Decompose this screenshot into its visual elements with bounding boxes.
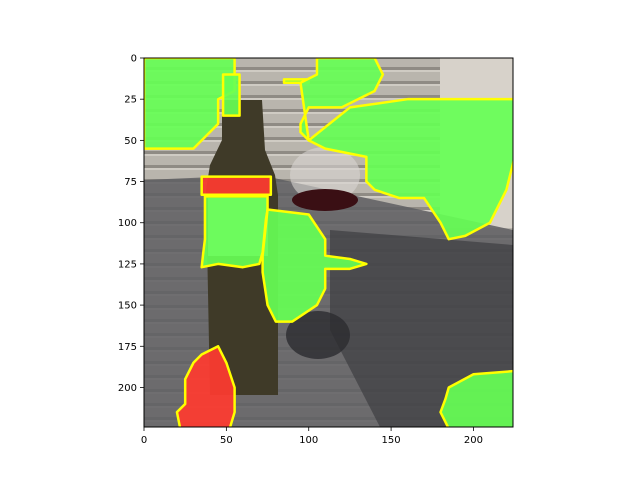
overlay-region-green-3: [299, 58, 385, 142]
glass-reflection: [286, 311, 350, 359]
y-tick-label: 125: [118, 259, 137, 270]
overlay-region-green-9: [439, 369, 513, 427]
x-tick-label: 200: [464, 435, 483, 446]
wine-glass-bowl: [290, 147, 360, 203]
overlay-region-red-5: [200, 175, 273, 196]
overlay-region-red-8: [175, 345, 236, 427]
y-axis: 0 25 50 75 100 125 150 175 200: [118, 54, 144, 394]
y-tick-label: 25: [124, 95, 137, 106]
y-tick-label: 0: [131, 54, 137, 65]
axes-frame: [143, 57, 514, 428]
wine-in-glass: [292, 189, 358, 211]
overlay-region-green-4: [307, 97, 513, 241]
overlay-region-green-1: [221, 73, 241, 117]
x-tick-label: 150: [382, 435, 401, 446]
y-tick-label: 200: [118, 383, 137, 394]
segmentation-overlay: [144, 58, 513, 427]
y-tick-label: 175: [118, 342, 137, 353]
overlay-region-green-6: [200, 195, 269, 269]
y-tick-label: 75: [124, 177, 137, 188]
x-tick-label: 0: [141, 435, 147, 446]
x-tick-label: 100: [299, 435, 318, 446]
overlay-region-green-7: [261, 208, 368, 323]
x-tick-label: 50: [220, 435, 233, 446]
y-tick-label: 50: [124, 136, 137, 147]
y-tick-label: 150: [118, 301, 137, 312]
y-tick-label: 100: [118, 218, 137, 229]
x-axis: 0 50 100 150 200: [141, 427, 483, 446]
overlay-region-green-0: [144, 58, 236, 150]
